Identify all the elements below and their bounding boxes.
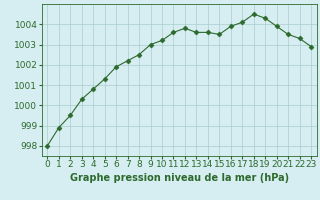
X-axis label: Graphe pression niveau de la mer (hPa): Graphe pression niveau de la mer (hPa) — [70, 173, 289, 183]
